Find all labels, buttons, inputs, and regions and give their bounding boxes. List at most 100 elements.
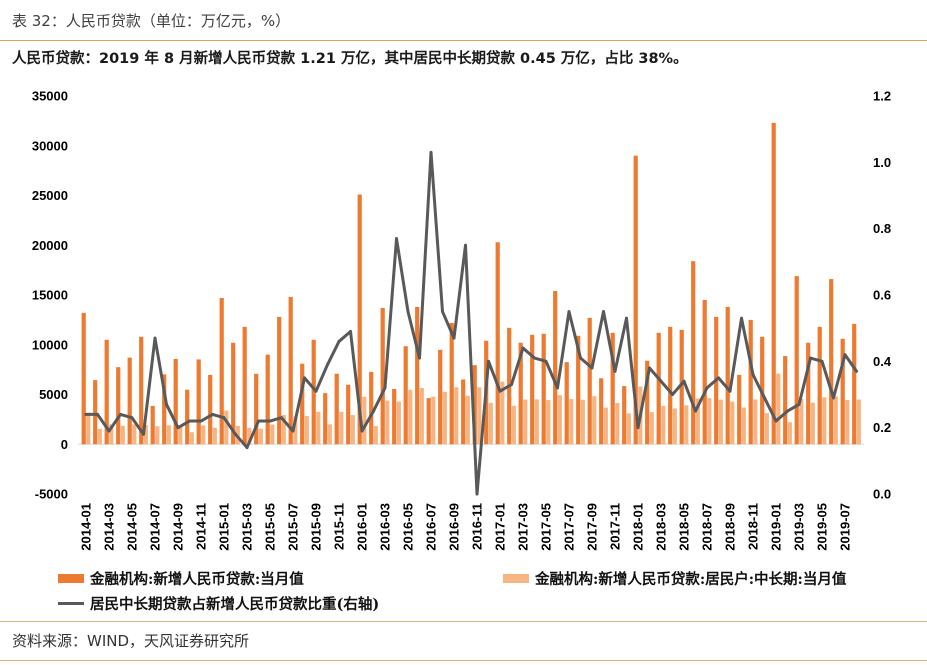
bar-new-loans [829,279,834,445]
x-tick-label: 2015-09 [309,503,324,551]
bar-household-mlt-loans [776,373,781,445]
bar-household-mlt-loans [603,407,608,445]
bar-new-loans [656,332,661,445]
ratio-point [418,356,421,360]
ratio-point [705,386,709,390]
legend-swatch-new-loans [58,573,84,583]
bar-new-loans [139,336,144,445]
ratio-point [648,366,651,370]
bar-new-loans [691,261,696,445]
bar-new-loans [576,335,581,445]
bar-new-loans [334,373,339,445]
bar-household-mlt-loans [97,428,102,445]
bar-new-loans [93,380,98,445]
ratio-point [636,426,640,430]
ratio-point [740,316,743,320]
ratio-point [326,363,329,367]
bar-household-mlt-loans [511,405,516,445]
bar-household-mlt-loans [845,399,850,445]
bar-household-mlt-loans [86,412,91,445]
bar-new-loans [369,371,374,445]
x-tick-label: 2015-05 [263,503,278,551]
x-tick-label: 2014-03 [102,503,117,551]
y-left-tick-label: 10000 [32,337,68,352]
bar-new-loans [311,339,316,445]
bar-household-mlt-loans [431,396,436,445]
ratio-points [84,150,858,496]
bar-household-mlt-loans [523,399,528,445]
bar-household-mlt-loans [109,424,114,445]
ratio-point [855,369,858,373]
ratio-point [395,237,398,241]
bar-household-mlt-loans [488,402,493,445]
ratio-point [119,412,122,416]
bar-household-mlt-loans [477,387,482,445]
legend-swatch-household-mlt-loans [503,573,529,583]
legend-swatch-ratio [58,601,84,605]
x-tick-label: 2017-01 [493,503,508,551]
ratio-point [843,353,847,357]
bar-household-mlt-loans [557,395,562,445]
bar-household-mlt-loans [304,416,309,445]
bar-household-mlt-loans [626,413,631,445]
bar-new-loans [702,299,707,445]
bar-new-loans [633,155,638,445]
x-tick-label: 2019-03 [792,503,807,551]
bar-new-loans [564,362,569,445]
legend-label-ratio: 居民中长期贷款占新增人民币贷款比重(右轴) [90,595,380,613]
y-left-tick-label: 15000 [32,288,68,303]
bar-household-mlt-loans [534,399,539,445]
bar-new-loans [737,374,742,445]
x-tick-label: 2017-11 [608,503,623,550]
source-top-rule [0,621,927,622]
bar-new-loans [461,379,466,445]
bar-new-loans [806,342,811,445]
bar-new-loans [622,386,627,445]
ratio-point [142,432,145,436]
bar-new-loans [599,378,604,445]
bar-new-loans [415,306,420,445]
bar-new-loans [518,342,523,445]
ratio-point [199,419,203,423]
bar-household-mlt-loans [316,411,321,445]
legend-label-new-loans: 金融机构:新增人民币贷款:当月值 [90,570,304,588]
x-tick-label: 2019-07 [838,503,853,551]
bar-household-mlt-loans [293,416,298,445]
legend-item-household-mlt-loans: 金融机构:新增人民币贷款:居民户:中长期:当月值 [503,568,846,588]
bar-household-mlt-loans [201,425,206,445]
x-tick-label: 2016-05 [401,503,416,551]
ratio-point [245,446,249,450]
bar-new-loans [277,316,282,445]
ratio-point [383,386,387,390]
ratio-point [590,366,594,370]
ratio-point [268,419,272,423]
bar-household-mlt-loans [649,412,654,445]
bar-new-loans [725,306,730,445]
bar-household-mlt-loans [155,426,160,445]
bar-household-mlt-loans [833,396,838,445]
bar-new-loans [173,358,178,445]
ratio-point [372,409,375,413]
bar-new-loans [610,332,615,445]
bar-new-loans [288,296,293,445]
ratio-point [360,429,364,433]
bar-new-loans [185,389,190,445]
ratio-point [797,402,801,406]
bar-new-loans [254,373,259,445]
bar-household-mlt-loans [258,428,263,445]
x-tick-label: 2016-11 [470,503,485,550]
y-right-tick-label: 1.0 [873,155,891,170]
bar-household-mlt-loans [810,402,815,445]
x-tick-label: 2018-01 [631,503,646,551]
ratio-point [521,346,525,350]
ratio-point [498,389,502,393]
figure-subtitle: 人民币贷款：2019 年 8 月新增人民币贷款 1.21 万亿，其中居民中长期贷… [12,51,688,67]
bar-new-loans [208,374,213,445]
bar-new-loans [196,359,201,445]
bar-household-mlt-loans [281,415,286,445]
x-tick-label: 2014-01 [79,503,94,551]
legend-item-new-loans: 金融机构:新增人民币贷款:当月值 [58,568,304,588]
bar-household-mlt-loans [684,405,689,445]
bar-household-mlt-loans [707,398,712,445]
